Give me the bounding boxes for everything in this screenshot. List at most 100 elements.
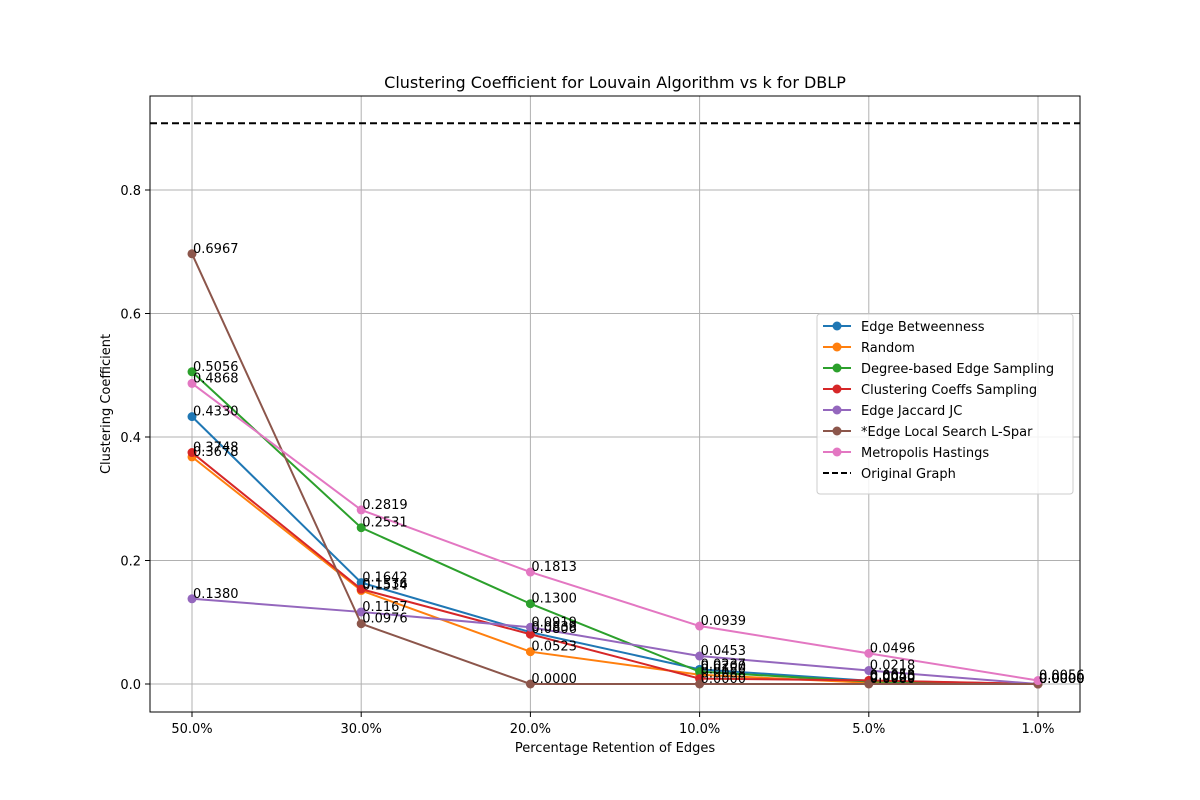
y-axis-label: Clustering Coefficient [99, 334, 114, 474]
data-point [187, 249, 197, 259]
data-label: 0.0200 [701, 660, 747, 675]
y-tick-label: 0.6 [120, 308, 141, 323]
data-label: 0.4330 [193, 405, 239, 420]
data-label: 0.3678 [193, 445, 239, 460]
x-tick-label: 5.0% [852, 722, 885, 737]
data-label: 0.0523 [531, 640, 577, 655]
data-label: 0.0976 [362, 612, 408, 627]
y-tick-label: 0.4 [120, 431, 141, 446]
data-label: 0.0237 [701, 657, 747, 672]
legend-label: Degree-based Edge Sampling [861, 362, 1054, 377]
data-label: 0.0040 [870, 670, 916, 685]
data-point [356, 607, 366, 617]
legend-swatch-marker [832, 321, 842, 331]
data-label: 0.1300 [531, 592, 577, 607]
x-tick-label: 1.0% [1021, 722, 1054, 737]
legend-swatch-marker [832, 342, 842, 352]
data-label: 0.0088 [701, 667, 747, 682]
y-tick-label: 0.2 [120, 555, 141, 570]
legend-label: Random [861, 341, 915, 356]
data-point [187, 448, 197, 458]
data-point [695, 667, 705, 677]
data-point [187, 412, 197, 422]
legend-swatch-marker [832, 405, 842, 415]
series-line [191, 451, 1039, 685]
legend-label: Edge Betweenness [861, 320, 985, 335]
data-point [864, 666, 874, 676]
legend-swatch-marker [832, 384, 842, 394]
data-label: 0.0053 [870, 669, 916, 684]
legend-swatch-marker [832, 426, 842, 436]
data-point [864, 648, 874, 658]
data-point [356, 578, 366, 588]
data-point [525, 622, 535, 632]
data-label: 0.2531 [362, 516, 408, 531]
data-label: 0.0000 [701, 672, 747, 687]
data-label: 0.5056 [193, 360, 239, 375]
data-label: 0.0000 [1039, 672, 1085, 687]
data-label: 0.0150 [701, 663, 747, 678]
data-point [695, 679, 705, 689]
data-label: 0.0496 [870, 641, 916, 656]
data-label: 0.0000 [1039, 672, 1085, 687]
series-line [191, 597, 1039, 685]
series-line [191, 253, 1038, 685]
data-label: 0.0806 [531, 622, 577, 637]
data-point [356, 523, 366, 533]
y-tick-label: 0.8 [120, 184, 141, 199]
data-point [525, 599, 535, 609]
legend-label: Metropolis Hastings [861, 446, 989, 461]
data-point [525, 567, 535, 577]
legend-box [816, 313, 1074, 495]
data-point [695, 621, 705, 631]
data-label: 0.0218 [870, 659, 916, 674]
data-label: 0.1514 [362, 579, 408, 594]
x-axis-label: Percentage Retention of Edges [515, 741, 715, 756]
legend-label: Original Graph [861, 467, 956, 482]
data-label: 0.6967 [193, 242, 239, 257]
data-point [356, 619, 366, 629]
y-axis: 0.0 0.2 0.4 0.6 0.8 [120, 184, 150, 693]
series-line [191, 382, 1039, 682]
data-label: 0.1813 [531, 560, 577, 575]
x-tick-label: 30.0% [341, 722, 382, 737]
data-label: 0.1380 [193, 587, 239, 602]
legend-label: Clustering Coeffs Sampling [861, 383, 1037, 398]
data-label: 0.0453 [701, 644, 747, 659]
data-label: 0.0058 [870, 668, 916, 683]
data-point [1033, 676, 1043, 686]
data-label: 0.0000 [1039, 672, 1085, 687]
data-label: 0.0000 [1039, 672, 1085, 687]
data-label: 0.3748 [193, 441, 239, 456]
data-label: 0.0020 [870, 671, 916, 686]
data-label: 0.0000 [531, 672, 577, 687]
data-label: 0.0839 [531, 620, 577, 635]
data-point [187, 594, 197, 604]
data-label: 0.1642 [362, 571, 408, 586]
legend-label: Edge Jaccard JC [861, 404, 962, 419]
data-label: 0.0939 [701, 614, 747, 629]
data-point [187, 378, 197, 388]
data-point [525, 647, 535, 657]
x-tick-label: 10.0% [679, 722, 720, 737]
chart-title: Clustering Coefficient for Louvain Algor… [384, 73, 846, 92]
x-tick-label: 20.0% [510, 722, 551, 737]
data-label: 0.0919 [531, 615, 577, 630]
data-point [525, 679, 535, 689]
data-label: 0.0000 [870, 672, 916, 687]
data-label: 0.0056 [1039, 669, 1085, 684]
plot-frame [149, 95, 1081, 713]
data-label: 0.1536 [362, 577, 408, 592]
y-tick-label: 0.0 [120, 678, 141, 693]
legend-swatch-marker [832, 363, 842, 373]
legend-label: *Edge Local Search L-Spar [861, 425, 1033, 440]
series-layer [187, 249, 1043, 689]
series-line [191, 456, 1039, 685]
data-label: 0.1167 [362, 600, 408, 615]
data-label: 0.2819 [362, 498, 408, 513]
data-label: 0.0000 [1039, 672, 1085, 687]
data-point [864, 679, 874, 689]
data-point [356, 584, 366, 594]
data-label: 0.0000 [1039, 672, 1085, 687]
